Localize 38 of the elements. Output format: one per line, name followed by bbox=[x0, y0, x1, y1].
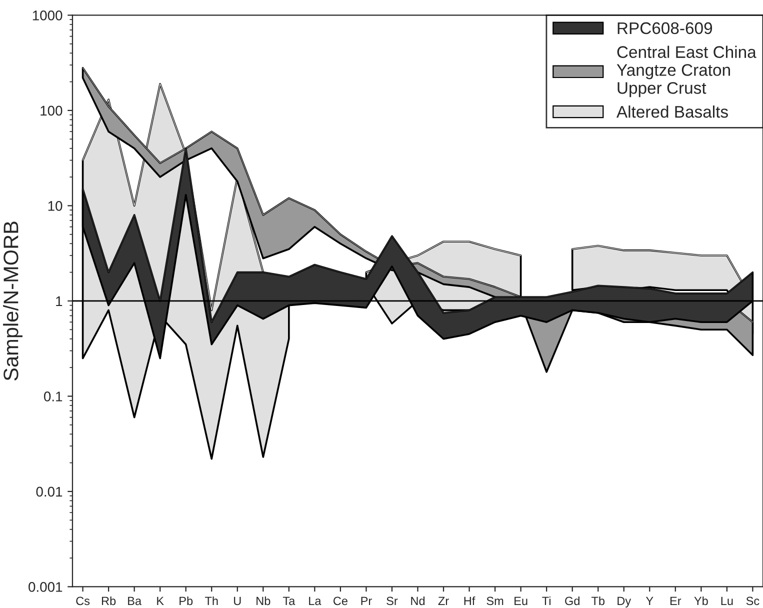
x-tick-label: Hf bbox=[464, 596, 476, 605]
y-tick-label: 0.01 bbox=[36, 486, 62, 497]
x-tick-label: Y bbox=[646, 596, 654, 605]
x-tick-label: Ba bbox=[128, 596, 142, 606]
x-tick-label: Dy bbox=[618, 596, 632, 608]
legend-label: Altered Basalts bbox=[616, 106, 728, 118]
x-tick-label: Ce bbox=[334, 596, 348, 606]
x-tick-label: K bbox=[157, 596, 164, 605]
x-tick-label: Sm bbox=[486, 596, 504, 606]
legend-label: RPC608-609 bbox=[618, 22, 712, 34]
x-tick-label: Ta bbox=[282, 596, 296, 606]
x-tick-label: Cs bbox=[76, 596, 90, 606]
x-tick-label: U bbox=[234, 596, 241, 606]
x-tick-label: Lu bbox=[721, 596, 733, 606]
y-tick-label: 0.1 bbox=[44, 392, 62, 402]
y-tick-label: 1 bbox=[56, 296, 62, 306]
x-tick-label: Sr bbox=[386, 596, 398, 606]
y-tick-label: 10 bbox=[48, 201, 62, 211]
x-tick-label: Er bbox=[670, 596, 682, 605]
y-tick-label: 0.001 bbox=[28, 582, 62, 592]
x-tick-label: Ti bbox=[542, 596, 550, 605]
y-tick-label: 1000 bbox=[32, 10, 62, 20]
x-tick-label: Nd bbox=[411, 596, 425, 606]
legend-label: Central East China Yangtze Craton Upper Crust bbox=[616, 46, 756, 98]
x-tick-label: Pr bbox=[361, 596, 372, 605]
x-tick-label: Tb bbox=[591, 596, 604, 606]
x-tick-label: Pb bbox=[180, 596, 193, 606]
x-tick-label: La bbox=[309, 596, 322, 606]
x-tick-label: Gd bbox=[565, 596, 580, 606]
x-tick-label: Zr bbox=[438, 596, 449, 605]
x-tick-label: Rb bbox=[102, 596, 116, 606]
y-axis-title: Sample/N-MORB bbox=[3, 222, 22, 380]
y-tick-label: 100 bbox=[40, 106, 62, 116]
x-tick-label: Sc bbox=[746, 596, 760, 606]
x-tick-label: Nb bbox=[256, 596, 270, 606]
x-tick-label: Eu bbox=[514, 596, 528, 606]
x-tick-label: Yb bbox=[694, 596, 708, 606]
x-tick-label: Th bbox=[204, 596, 218, 605]
